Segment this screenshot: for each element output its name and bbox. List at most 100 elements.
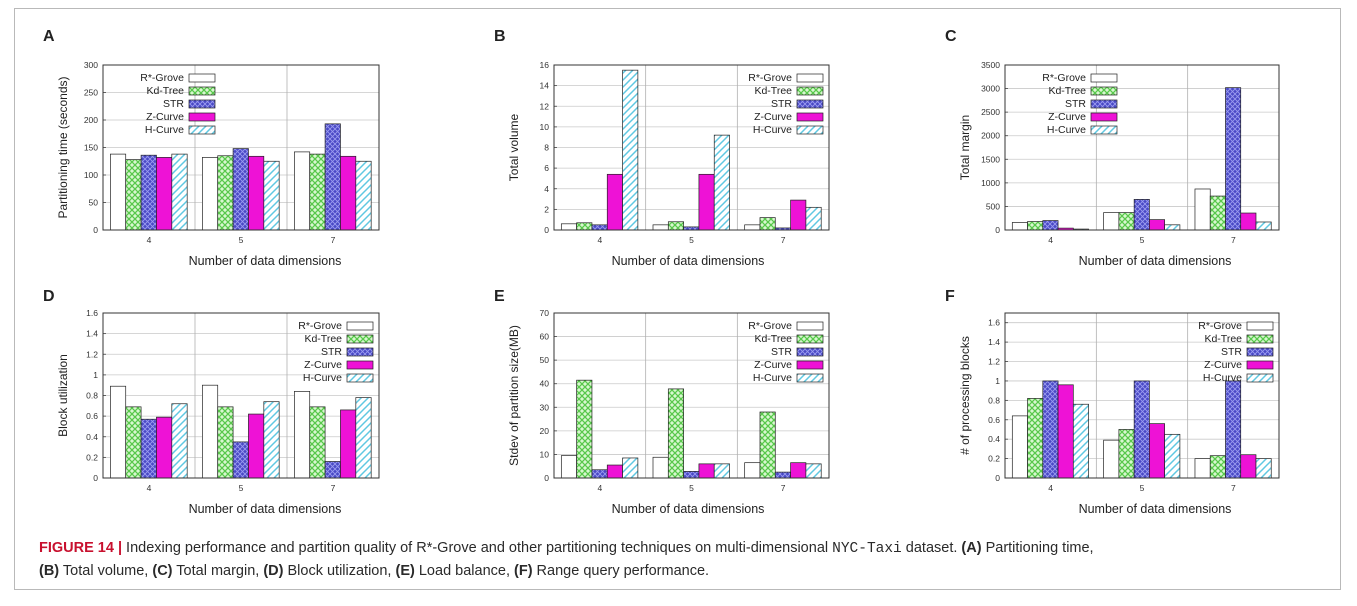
y-tick-label: 1.2 [988,357,1000,367]
legend-swatch [796,360,824,370]
legend-swatch [1090,86,1118,96]
bar-str [1133,199,1150,231]
y-tick-label: 0.4 [988,434,1000,444]
y-tick-label: 150 [84,143,98,153]
y-tick-label: 0.6 [86,411,98,421]
caption-text: Total volume, [59,563,153,579]
y-tick-label: 0 [995,473,1000,483]
y-tick-label: 100 [84,170,98,180]
bar-str [774,471,791,479]
bar-zcurve [790,199,807,231]
caption-text: Block utilization, [283,563,396,579]
bar-rgrove [1011,415,1028,479]
y-tick-label: 6 [544,163,549,173]
caption-ref-e: (E) [395,563,415,579]
legend-label: Z-Curve [304,359,342,371]
y-tick-label: 0.6 [988,415,1000,425]
bar-zcurve [340,409,357,479]
x-tick-label: 4 [147,235,152,245]
chart-f: F 0 0.2 0.4 0.6 0.8 1 1.2 1.4 1.6 4 5 7 Number of dat… [945,288,1280,516]
caption-ref-f: (F) [514,563,533,579]
bar-str [1225,380,1242,479]
legend-label: Kd-Tree [754,85,792,97]
bar-rgrove [560,455,577,479]
bar-rgrove [1103,439,1120,479]
y-axis-label: Total volume [507,113,521,181]
bar-kdtree [125,406,142,479]
bar-hcurve [1164,224,1181,231]
legend-label: Z-Curve [1048,111,1086,123]
y-tick-label: 0 [995,225,1000,235]
x-tick-label: 5 [239,483,244,493]
panel-label: B [494,28,506,45]
legend-label: H-Curve [303,372,342,384]
y-axis-label: Stdev of partition size(MB) [507,325,521,466]
legend-label: R*-Grove [298,320,342,332]
chart-b: B 0 2 4 6 8 10 12 14 16 4 5 7 Number of data dimensio… [494,28,830,268]
y-tick-label: 8 [544,143,549,153]
bar-kdtree [576,222,593,231]
x-tick-label: 5 [689,235,694,245]
bar-hcurve [355,160,372,231]
panel-label: A [43,28,55,45]
legend-swatch [346,360,374,370]
bar-zcurve [606,464,623,479]
figure: A 0 50 100 150 200 250 300 4 5 7 Number of data dim… [14,8,1341,590]
y-tick-label: 0.8 [86,391,98,401]
bar-hcurve [713,134,730,231]
panel-label: C [945,28,957,45]
bar-rgrove [202,157,219,231]
y-axis-label: # of processing blocks [958,336,972,455]
bar-zcurve [1057,384,1074,479]
legend-swatch [188,99,216,109]
bar-kdtree [217,155,234,231]
caption-text: Load balance, [414,563,515,579]
caption-ref-b: (B) [39,563,60,579]
bar-rgrove [1194,188,1211,231]
x-axis-label: Number of data dimensions [189,254,342,268]
bar-hcurve [171,153,188,231]
bar-str [591,224,608,231]
x-axis-label: Number of data dimensions [612,254,765,268]
bar-zcurve [1149,219,1166,231]
y-tick-label: 12 [540,101,550,111]
bar-rgrove [652,224,669,231]
caption-text: Partitioning time, [981,540,1094,556]
x-tick-label: 7 [1231,235,1236,245]
x-tick-label: 7 [781,483,786,493]
legend-label: STR [1065,98,1086,110]
bar-zcurve [340,155,357,231]
y-tick-label: 0.8 [988,395,1000,405]
bar-hcurve [355,397,372,479]
y-tick-label: 1.6 [86,308,98,318]
bar-kdtree [125,159,142,231]
bar-kdtree [217,406,234,479]
bar-zcurve [1240,212,1257,231]
legend-swatch [796,347,824,357]
y-tick-label: 1.4 [86,329,98,339]
y-axis-label: Block utilization [56,354,70,437]
legend-label: R*-Grove [1198,320,1242,332]
bar-hcurve [263,160,280,231]
legend-swatch [1090,73,1118,83]
bar-hcurve [622,69,639,231]
legend-swatch [796,86,824,96]
legend-swatch [796,321,824,331]
bar-hcurve [1255,458,1272,479]
y-tick-label: 50 [89,198,99,208]
legend-label: H-Curve [1203,372,1242,384]
bar-kdtree [1118,212,1135,231]
panel-label: F [945,288,955,305]
bar-kdtree [1209,195,1226,231]
caption-text: Indexing performance and partition quali… [122,540,833,556]
bar-rgrove [1194,458,1211,479]
x-tick-label: 5 [689,483,694,493]
legend-label: Z-Curve [1204,359,1242,371]
y-tick-label: 1.2 [86,349,98,359]
y-tick-label: 0 [544,473,549,483]
bar-hcurve [805,463,822,479]
y-axis-label: Partitioning time (seconds) [56,76,70,218]
legend-swatch [1090,125,1118,135]
bar-zcurve [248,413,265,479]
